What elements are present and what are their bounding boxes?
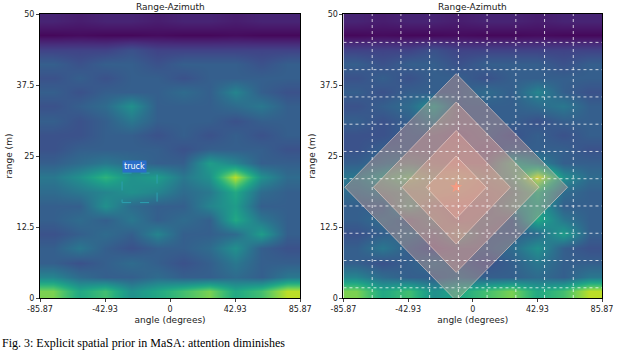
svg-text:37.5: 37.5 [17,81,35,90]
svg-text:85.87: 85.87 [289,305,312,314]
svg-text:angle (degrees): angle (degrees) [437,315,508,325]
svg-text:50: 50 [24,10,34,19]
svg-text:25: 25 [24,152,34,161]
svg-text:85.87: 85.87 [591,305,614,314]
svg-text:42.93: 42.93 [526,305,549,314]
svg-text:50: 50 [328,10,338,19]
svg-text:-85.87: -85.87 [331,305,357,314]
svg-text:0: 0 [333,294,338,303]
svg-text:0: 0 [168,305,173,314]
svg-text:12.5: 12.5 [320,223,338,232]
svg-text:0: 0 [470,305,475,314]
svg-text:42.93: 42.93 [224,305,247,314]
svg-text:12.5: 12.5 [17,223,35,232]
svg-text:-85.87: -85.87 [27,305,53,314]
svg-text:Range-Azimuth: Range-Azimuth [438,2,507,12]
svg-text:0: 0 [29,294,34,303]
svg-text:range (m): range (m) [307,134,317,179]
svg-text:25: 25 [328,152,338,161]
svg-text:angle (degrees): angle (degrees) [135,315,206,325]
svg-text:truck: truck [124,162,145,171]
svg-text:Fig. 3: Explicit spatial prior: Fig. 3: Explicit spatial prior in MaSA: … [2,336,285,350]
svg-text:37.5: 37.5 [320,81,338,90]
svg-text:Range-Azimuth: Range-Azimuth [136,2,205,12]
svg-text:range (m): range (m) [4,134,14,179]
svg-text:-42.93: -42.93 [395,305,421,314]
svg-text:-42.93: -42.93 [92,305,118,314]
